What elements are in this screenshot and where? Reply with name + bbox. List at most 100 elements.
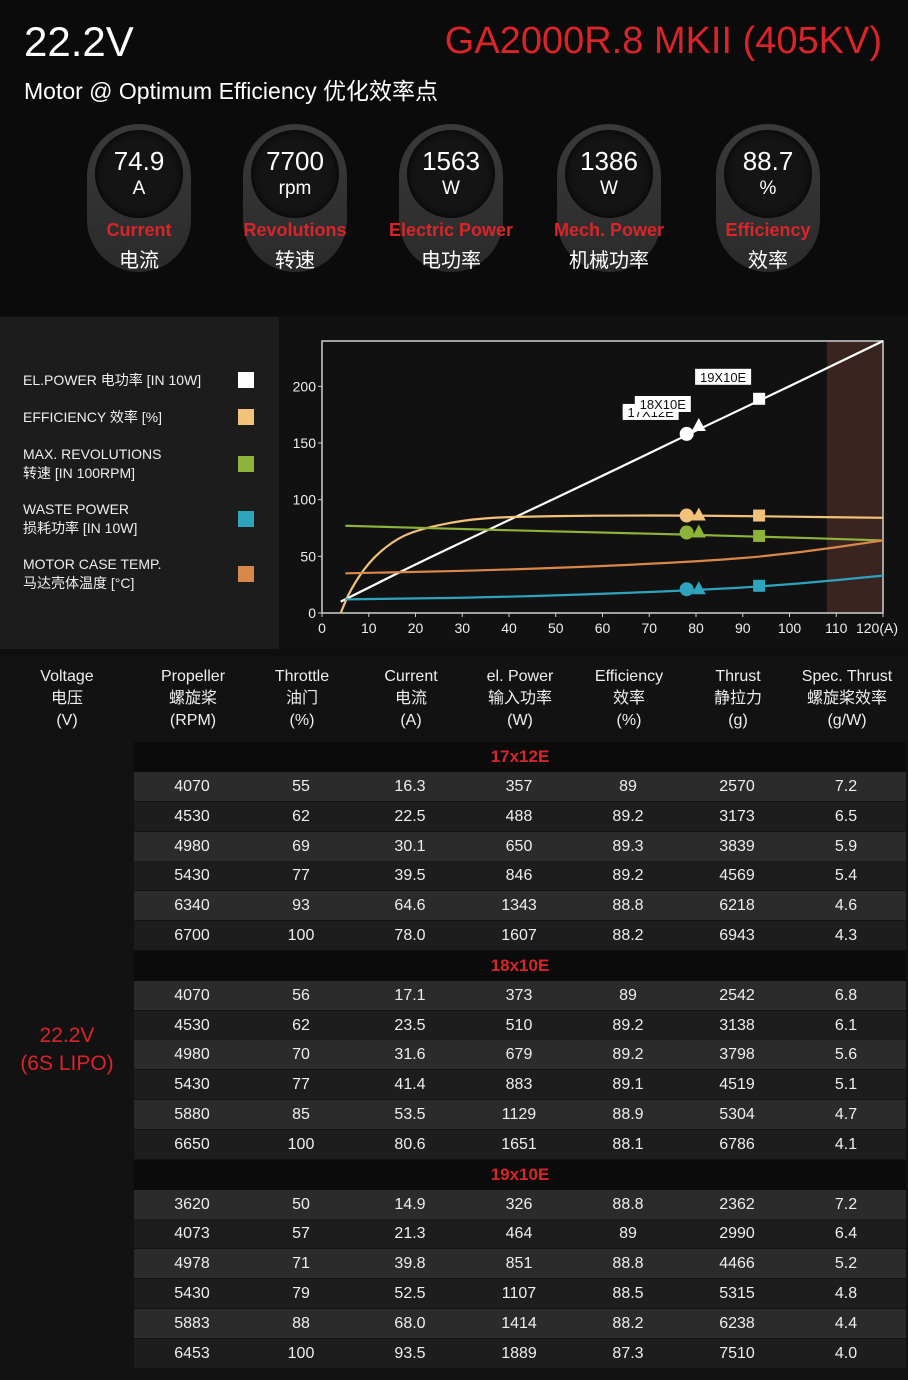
gauge-dial — [251, 130, 339, 218]
table-cell: 55 — [292, 778, 310, 795]
column-header: Spec. Thrust 螺旋桨效率 (g/W) — [792, 666, 902, 732]
column-header-line: (RPM) — [169, 712, 217, 729]
table-cell: 6.1 — [834, 1016, 858, 1034]
table-cell: 5.9 — [834, 837, 858, 855]
table-row: 6340 93 64.6 1343 88.8 6218 4.6 — [134, 891, 906, 921]
legend-swatch — [238, 566, 254, 582]
table-row: 4530 62 23.5 510 89.2 3138 6.1 — [134, 1010, 906, 1040]
column-header-line: (W) — [507, 712, 533, 729]
table-cell: 89 — [619, 1225, 637, 1243]
table-cell: 650 — [505, 837, 533, 855]
marker-17x12e — [679, 508, 694, 523]
gauge-unit: W — [600, 178, 618, 199]
gauge-label-en: Electric Power — [388, 220, 514, 240]
table-cell: 68.0 — [394, 1314, 426, 1332]
table-cell: 4530 — [174, 807, 210, 825]
legend-swatch — [238, 511, 254, 527]
gauge-dial — [407, 130, 495, 218]
table-cell: 57 — [292, 1225, 310, 1243]
marker-label-box — [634, 396, 691, 412]
y-tick-label: 200 — [293, 378, 317, 394]
gauge-mech-power: 1386 W Mech. Power 机械功率 — [554, 124, 664, 272]
table-cell: 31.6 — [394, 1046, 426, 1064]
column-header-line: Current — [384, 668, 438, 685]
y-tick-label: 50 — [300, 548, 316, 564]
x-tick-label: 0 — [318, 620, 326, 636]
series-line-2 — [339, 514, 884, 614]
column-header-line: 静拉力 — [713, 690, 762, 707]
table-cell: 679 — [505, 1046, 533, 1064]
column-header-line: Thrust — [715, 668, 761, 685]
x-tick-label: 120(A) — [856, 620, 898, 636]
table-cell: 1129 — [501, 1106, 537, 1123]
table-cell: 6340 — [174, 897, 210, 915]
legend-text-line1: EL.POWER 电功率 [IN 10W] — [23, 372, 202, 388]
table-cell: 41.4 — [394, 1076, 426, 1094]
table-cell: 64.6 — [394, 897, 426, 915]
table-row: 4980 70 31.6 679 89.2 3798 5.6 — [134, 1040, 906, 1070]
column-header-line: (%) — [289, 712, 315, 729]
voltage-title: 22.2V — [24, 18, 134, 65]
marker-18x10e — [691, 524, 706, 538]
x-tick-label: 20 — [408, 620, 424, 636]
performance-chart: 0 10 20 30 40 50 60 70 80 90 100 110 120(A) 0 50 100 150… — [293, 340, 898, 636]
table-cell: 1414 — [501, 1314, 537, 1332]
legend-text-line2: 转速 [IN 100RPM] — [23, 465, 136, 481]
table-cell: 4.8 — [834, 1285, 858, 1302]
table-cell: 23.5 — [394, 1016, 426, 1034]
y-tick-label: 0 — [308, 605, 316, 621]
series-line-1 — [340, 340, 884, 603]
table-cell: 1889 — [501, 1344, 537, 1362]
table-cell: 77 — [292, 867, 310, 885]
data-table: Voltage 电压 (V) Propeller 螺旋桨 (RPM) Throttle 油门 (… — [0, 656, 908, 1380]
header: 22.2V GA2000R.8 MKII (405KV) Motor @ Opt… — [0, 0, 908, 315]
table-cell: 4070 — [174, 778, 210, 795]
table-cell: 851 — [505, 1255, 533, 1273]
marker-17x12e — [679, 525, 694, 540]
table-row: 5430 77 41.4 883 89.1 4519 5.1 — [134, 1070, 906, 1100]
column-header-line: Voltage — [40, 668, 94, 685]
table-cell: 846 — [505, 867, 533, 885]
legend-swatch — [238, 372, 254, 388]
table-cell: 62 — [292, 807, 310, 825]
table-cell: 62 — [292, 1016, 310, 1034]
table-cell: 3620 — [174, 1195, 210, 1213]
gauge-label-cn: 效率 — [748, 250, 788, 272]
table-cell: 5304 — [719, 1106, 755, 1123]
table-cell: 88.2 — [612, 927, 644, 944]
table-cell: 6218 — [719, 897, 755, 915]
legend-text-line1: MOTOR CASE TEMP. — [23, 556, 162, 572]
column-header-line: 输入功率 — [487, 690, 552, 707]
table-cell: 39.5 — [394, 867, 426, 885]
table-cell: 87.3 — [612, 1344, 644, 1362]
propeller-group-title: 18x10E — [134, 950, 906, 981]
column-header-line: 电流 — [394, 690, 427, 707]
table-cell: 4070 — [174, 986, 210, 1004]
table-row: 4070 56 17.1 373 89 2542 6.8 — [134, 980, 906, 1010]
column-header: Efficiency 效率 (%) — [574, 666, 684, 732]
table-cell: 3798 — [719, 1046, 755, 1064]
table-cell: 89.2 — [612, 807, 644, 825]
column-header-line: Efficiency — [594, 668, 664, 685]
table-cell: 93.5 — [394, 1344, 426, 1362]
column-header-line: 螺旋桨效率 — [806, 690, 887, 707]
column-header: Throttle 油门 (%) — [247, 666, 357, 732]
table-row: 6700 100 78.0 1607 88.2 6943 4.3 — [134, 921, 906, 950]
table-cell: 7.2 — [834, 778, 858, 795]
gauge-label-en: Current — [106, 220, 172, 240]
table-cell: 6786 — [719, 1135, 755, 1153]
table-cell: 1107 — [501, 1285, 537, 1302]
table-cell: 88.1 — [612, 1135, 644, 1153]
table-cell: 4.3 — [834, 927, 858, 944]
marker-18x10e — [691, 418, 706, 431]
table-row: 4070 55 16.3 357 89 2570 7.2 — [134, 772, 906, 801]
gauge-label-cn: 电功率 — [421, 250, 481, 272]
table-cell: 7.2 — [834, 1195, 858, 1213]
column-header-line: (g/W) — [827, 712, 867, 729]
table-cell: 6650 — [174, 1135, 210, 1153]
table-cell: 883 — [505, 1076, 533, 1094]
table-cell: 100 — [287, 1135, 315, 1153]
table-cell: 5430 — [174, 1076, 210, 1094]
gauge-value: 74.9 — [113, 146, 165, 176]
column-header-line: 电压 — [50, 690, 83, 707]
